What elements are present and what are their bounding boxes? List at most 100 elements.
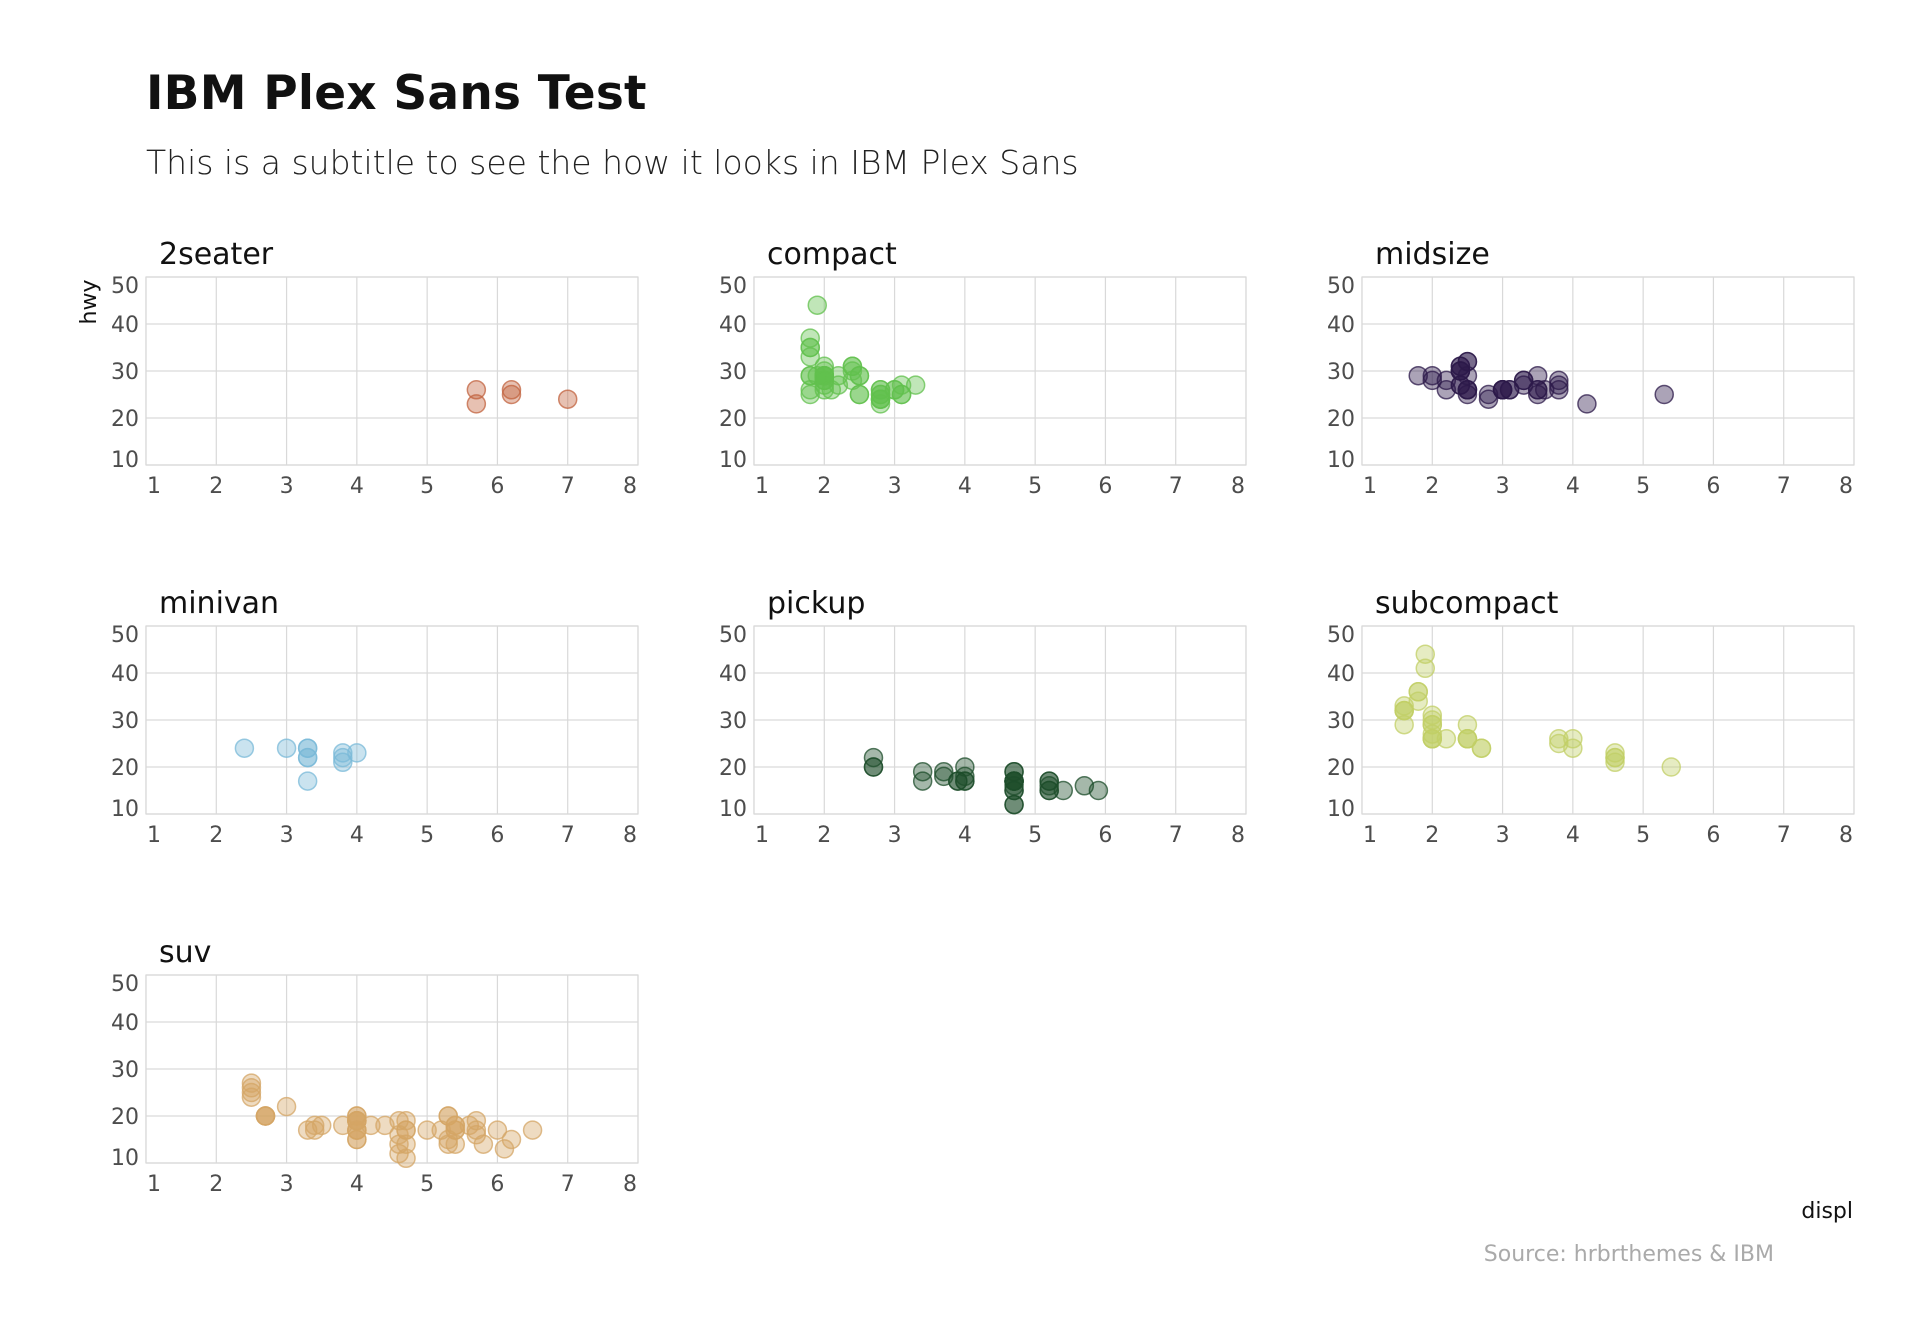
x-tick-label: 8 xyxy=(623,823,637,848)
x-tick-label: 7 xyxy=(1777,823,1791,848)
data-point xyxy=(870,394,891,414)
y-tick-label: 10 xyxy=(719,448,747,473)
x-tick-label: 8 xyxy=(623,474,637,499)
data-point xyxy=(1492,380,1513,400)
data-point xyxy=(912,761,933,782)
data-point xyxy=(417,1120,437,1140)
data-point xyxy=(1004,776,1024,796)
panel-border xyxy=(1361,276,1855,466)
facet-panel-minivan: minivan 1 2 3 4 5 6 7 8 10 20 30 40 50 xyxy=(111,586,639,848)
y-tick-label: 20 xyxy=(111,407,139,432)
data-point xyxy=(1422,365,1443,386)
x-tick-label: 2 xyxy=(1425,823,1439,848)
data-point xyxy=(842,370,863,391)
data-point xyxy=(1513,370,1534,391)
panel-border xyxy=(145,974,639,1164)
data-point xyxy=(1088,780,1109,801)
x-tick-label: 5 xyxy=(420,1172,434,1197)
y-tick-label: 50 xyxy=(1327,623,1355,648)
data-point xyxy=(870,389,891,409)
x-tick-label: 1 xyxy=(1363,474,1377,499)
data-point xyxy=(800,347,820,367)
data-point xyxy=(375,1115,395,1136)
x-tick-label: 5 xyxy=(1028,474,1042,499)
x-tick-label: 2 xyxy=(209,823,223,848)
y-tick-label: 10 xyxy=(719,797,747,822)
x-tick-label: 7 xyxy=(561,1172,575,1197)
data-point xyxy=(297,738,318,758)
data-point xyxy=(1408,682,1428,702)
x-tick-label: 6 xyxy=(1098,474,1112,499)
data-point xyxy=(1605,743,1625,763)
y-tick-label: 20 xyxy=(111,1105,139,1130)
data-point xyxy=(1422,370,1443,391)
x-tick-label: 6 xyxy=(1706,474,1720,499)
data-point xyxy=(1457,365,1478,386)
data-point xyxy=(389,1125,409,1145)
x-tick-label: 6 xyxy=(1098,823,1112,848)
facet-panel-suv: suv 1 2 3 4 5 6 7 8 10 20 30 40 50 xyxy=(111,935,639,1197)
x-axis-title: displ xyxy=(1801,1199,1853,1224)
x-tick-label: 6 xyxy=(490,474,504,499)
facet-title: minivan xyxy=(159,586,279,621)
data-point xyxy=(311,1115,332,1136)
data-point xyxy=(1549,375,1569,395)
data-point xyxy=(396,1148,416,1169)
x-tick-label: 1 xyxy=(755,474,769,499)
x-tick-label: 4 xyxy=(350,1172,364,1197)
facet-title: subcompact xyxy=(1375,586,1559,621)
data-point xyxy=(347,743,367,763)
data-point xyxy=(955,757,975,777)
data-point xyxy=(1422,710,1443,730)
data-point xyxy=(1605,747,1625,768)
x-tick-label: 8 xyxy=(1231,823,1245,848)
y-tick-label: 50 xyxy=(111,274,139,299)
facet-title: pickup xyxy=(767,586,865,621)
data-point xyxy=(494,1139,515,1159)
data-point xyxy=(557,389,578,409)
x-tick-label: 1 xyxy=(147,823,161,848)
data-point xyxy=(1422,714,1443,735)
data-point xyxy=(821,380,842,400)
x-tick-label: 1 xyxy=(147,474,161,499)
chart-caption: Source: hrbrthemes & IBM xyxy=(1483,1242,1774,1267)
data-point xyxy=(1478,389,1499,409)
data-point xyxy=(1471,738,1492,758)
data-point xyxy=(807,295,828,315)
data-point xyxy=(473,1134,494,1154)
data-point xyxy=(1457,351,1478,372)
data-point xyxy=(466,380,487,400)
x-tick-label: 3 xyxy=(280,823,294,848)
chart-title: IBM Plex Sans Test xyxy=(146,66,647,121)
x-tick-label: 6 xyxy=(1706,823,1720,848)
y-tick-label: 20 xyxy=(719,756,747,781)
y-tick-label: 10 xyxy=(111,797,139,822)
x-tick-label: 4 xyxy=(350,474,364,499)
data-point xyxy=(1457,380,1478,400)
y-tick-label: 30 xyxy=(111,709,139,734)
y-tick-label: 30 xyxy=(111,1058,139,1083)
data-point xyxy=(333,743,353,763)
data-point xyxy=(1661,757,1682,777)
x-tick-label: 8 xyxy=(1839,474,1853,499)
y-tick-label: 20 xyxy=(719,407,747,432)
x-tick-label: 5 xyxy=(1636,474,1650,499)
data-point xyxy=(1053,780,1074,801)
x-tick-label: 7 xyxy=(1169,823,1183,848)
data-point xyxy=(1394,714,1414,735)
facet-panel-pickup: pickup 1 2 3 4 5 6 7 8 10 20 30 40 50 xyxy=(719,586,1247,848)
y-tick-label: 40 xyxy=(1327,662,1355,687)
y-tick-label: 10 xyxy=(111,1146,139,1171)
y-tick-label: 40 xyxy=(111,662,139,687)
panel-border xyxy=(1361,625,1855,815)
x-tick-label: 8 xyxy=(1839,823,1853,848)
x-tick-label: 5 xyxy=(1636,823,1650,848)
x-tick-label: 5 xyxy=(1028,823,1042,848)
x-tick-label: 2 xyxy=(209,1172,223,1197)
data-point xyxy=(522,1120,543,1140)
y-tick-label: 40 xyxy=(719,313,747,338)
y-tick-label: 30 xyxy=(719,709,747,734)
y-tick-label: 50 xyxy=(719,274,747,299)
panel-border xyxy=(145,625,639,815)
